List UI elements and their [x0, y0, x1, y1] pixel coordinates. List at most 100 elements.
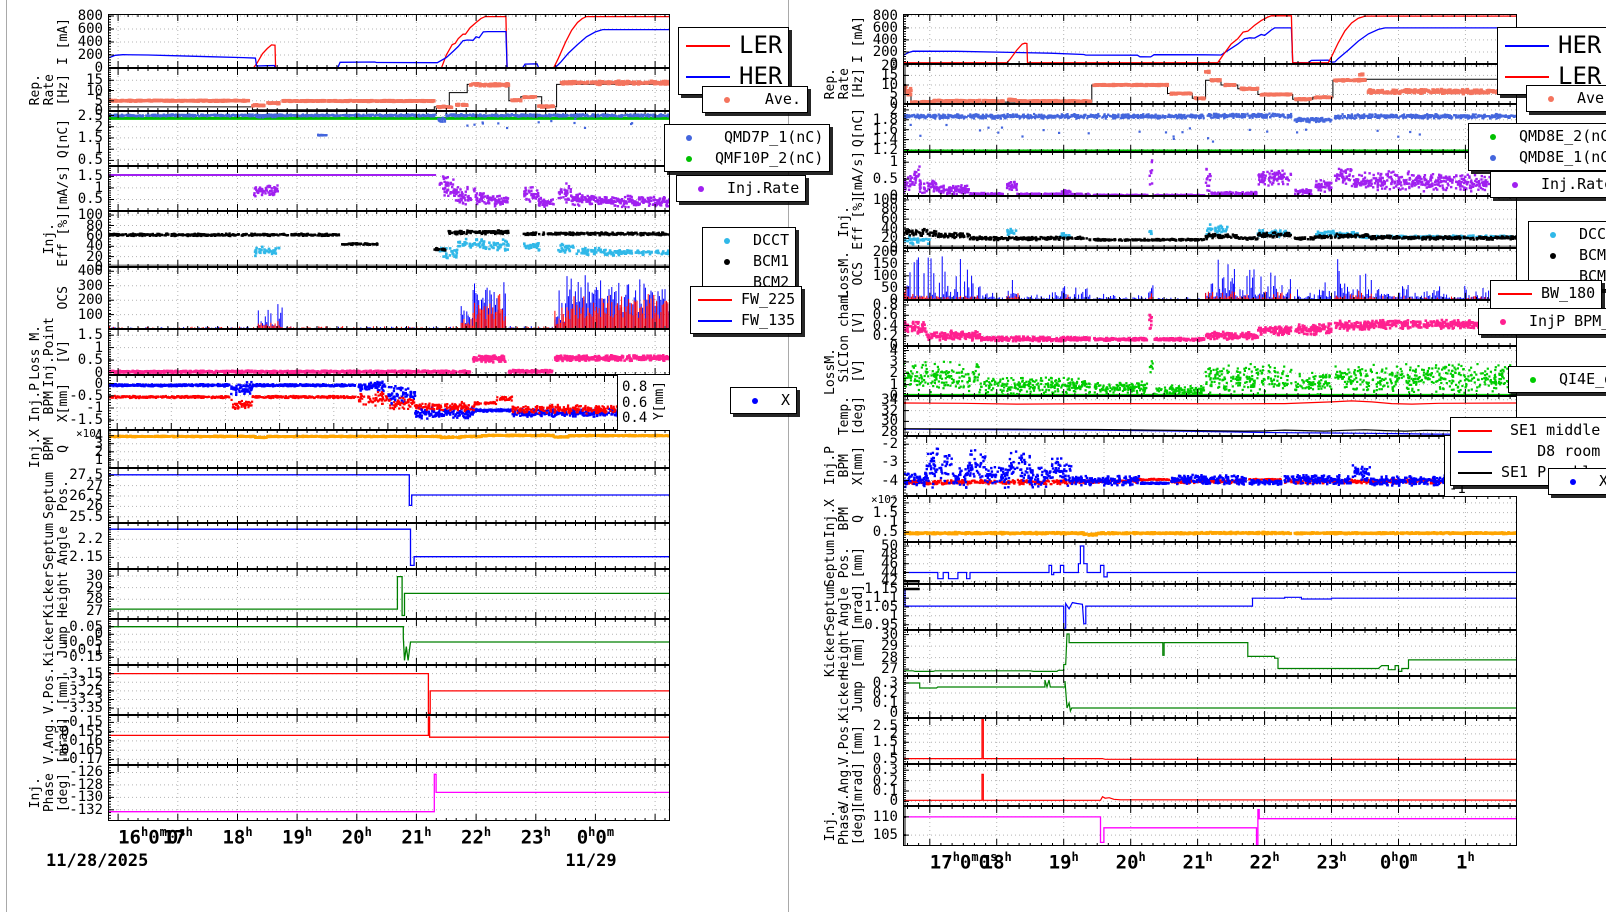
legend-label: QMF10P_2(nC) — [715, 148, 823, 169]
y-tick-label: 200 — [790, 44, 898, 60]
y-tick-label: 1.15 — [790, 581, 898, 597]
legend-entry: QI4E_d — [1515, 369, 1606, 390]
y-tick-label: -128 — [6, 777, 103, 793]
date-label: 11/28/2025 — [46, 851, 148, 871]
y-tick-label: 27.5 — [6, 467, 103, 483]
y-tick-label: 1 — [6, 180, 103, 196]
y-tick-label: 20 — [6, 249, 103, 265]
y-tick-label: 800 — [790, 8, 898, 24]
y-tick-label: 4 — [790, 343, 898, 359]
y-tick-label: 100 — [790, 192, 898, 208]
y-tick-label: 0.6 — [790, 307, 898, 323]
legend-label: HER — [1558, 30, 1601, 61]
strip-chart-kicker-height: Kicker Height 30 29 28 27 — [6, 568, 788, 619]
axis-exponent: ×10⁶ — [76, 427, 103, 440]
y-tick-label: 0 — [790, 388, 898, 404]
y-tick-label: 0.5 — [790, 524, 898, 540]
legend-dot-marker — [1475, 133, 1511, 140]
legend-entry: HER — [685, 61, 782, 92]
strip-chart-inj-bpm-q: Inj.X BPM Q 4 3 2 1 ×10⁶ — [6, 427, 788, 469]
y-tick-label: -0.1 — [6, 642, 103, 658]
y-tick-label: 0.95 — [790, 617, 898, 633]
strip-chart-rep-rate: Rep. Rate [Hz] 20 15 10 5 0 — [790, 58, 1606, 112]
y-tick-label: -0.15 — [6, 649, 103, 665]
legend-label: X — [1599, 471, 1606, 492]
legend-label: LER — [739, 30, 782, 61]
y-tick-label: -0.165 — [6, 742, 103, 758]
y-tick-label: 1.5 — [6, 130, 103, 146]
legend-label: X — [781, 390, 790, 411]
y-tick-label: 32 — [790, 403, 898, 419]
legend-line-marker — [697, 319, 733, 322]
y-tick-label: 2 — [790, 102, 898, 118]
y-tick-label: -126 — [6, 764, 103, 780]
x-tick-label: 20h — [342, 825, 372, 848]
y-tick-label: 15 — [6, 72, 103, 88]
loss-ion-chamber-plot-area — [903, 300, 1517, 346]
legend-label: QMD8E_1(nC) — [1519, 147, 1606, 168]
y-tick-label: 2.5 — [6, 108, 103, 124]
y-tick-label: 150 — [790, 256, 898, 272]
strip-chart-septum-pos: Septum Pos. 27.5 27 26.5 26 25.5 — [6, 467, 788, 525]
y-tick-label: 26 — [6, 498, 103, 514]
legend-line-marker — [1504, 44, 1550, 47]
legend-dot-marker — [1535, 252, 1571, 259]
v-ang-plot-area — [903, 764, 1517, 806]
y-tick-label: 10 — [6, 83, 103, 99]
inj-phase-plot-area — [903, 806, 1517, 846]
y-tick-label: 2 — [790, 726, 898, 742]
y-tick-label: 34 — [790, 392, 898, 408]
septum-angle-plot-area — [108, 523, 670, 569]
y-tick-label: 50 — [790, 538, 898, 554]
y-tick-label: 1.4 — [790, 132, 898, 148]
y-tick-label: 0.5 — [790, 751, 898, 767]
y-tick-label: -1 — [6, 400, 103, 416]
y-tick-label: 80 — [790, 201, 898, 217]
legend-dot-marker — [671, 134, 707, 141]
y-tick-label: 0 — [790, 188, 898, 204]
y-tick-label: 46 — [790, 556, 898, 572]
inj-phase-plot-area — [108, 765, 670, 821]
y-tick-label: 0.05 — [6, 619, 103, 635]
legend-line-marker — [1504, 75, 1550, 78]
loss-sic-plot-area — [903, 346, 1517, 396]
strip-chart-septum-angle: Septum Angle 2.2 2.15 — [6, 523, 788, 569]
y-tick-label: -2 — [790, 436, 898, 452]
legend-entry: InjP BPM_d — [1485, 311, 1606, 332]
strip-chart-beam-current: I [mA] 800 600 400 200 0 — [6, 8, 788, 76]
v-pos-plot-area — [903, 718, 1517, 764]
legend-line-marker — [1457, 450, 1493, 453]
y-tick-label: 0.2 — [790, 773, 898, 789]
y-tick-label: 29 — [790, 638, 898, 654]
x-tick-label: 21h — [401, 825, 431, 848]
x-axis-labels: 16h0m0s 17h 18h 19h 20h 21h 22h 23h 0h0m — [108, 823, 670, 855]
inj-rate-plot-area — [903, 152, 1517, 196]
y-tick-label: 0 — [790, 793, 898, 809]
y-tick-label: 0 — [6, 259, 103, 275]
y-tick-label: 0.2 — [790, 328, 898, 344]
legend-label: BCM1 — [1579, 245, 1606, 266]
legend-entry: QMD8E_2(nC) — [1475, 126, 1606, 147]
legend-dot-marker — [683, 185, 719, 192]
y-tick-label: 5 — [6, 93, 103, 109]
y-tick-label: 0 — [790, 705, 898, 721]
y-tick-label: 44 — [790, 565, 898, 581]
y-tick-label: -0.5 — [6, 388, 103, 404]
y-tick-label: 4 — [6, 428, 103, 444]
kicker-height-plot-area — [108, 569, 670, 619]
y-tick-label: 0.1 — [790, 695, 898, 711]
strip-chart-inj-phase: Inj. Phase [deg] -126 -128 -130 -132 — [6, 764, 788, 821]
x-tick-label: 21h — [1183, 850, 1213, 873]
y-tick-label: 30 — [790, 413, 898, 429]
strip-chart-v-pos: V.Pos. [mm] -3.15 -3.2 -3.25 -3.3 -3.35 — [6, 665, 788, 716]
legend-label: QMD7P_1(nC) — [715, 127, 823, 148]
y-tick-label: 15 — [790, 67, 898, 83]
y-tick-label: 100 — [790, 268, 898, 284]
y-tick-label: -0.05 — [6, 634, 103, 650]
y-tick-label: -130 — [6, 789, 103, 805]
y-tick-label: 0 — [6, 60, 103, 76]
y-tick-label: 0.8 — [790, 297, 898, 313]
inj-eff-plot-area — [903, 196, 1517, 248]
y-tick-label: 20 — [790, 230, 898, 246]
